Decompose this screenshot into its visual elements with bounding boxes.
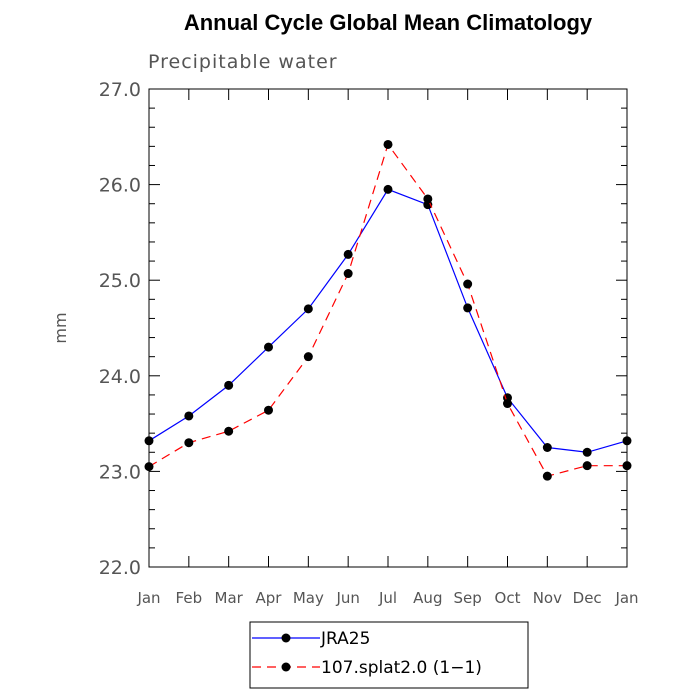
data-point <box>303 304 313 314</box>
x-tick-label: Jan <box>136 589 160 607</box>
y-tick-label: 23.0 <box>99 461 141 483</box>
y-tick-label: 24.0 <box>99 366 141 388</box>
data-point <box>622 436 632 446</box>
y-tick-label: 26.0 <box>99 175 141 197</box>
legend-label: 107.splat2.0 (1−1) <box>321 658 482 678</box>
chart-title: Annual Cycle Global Mean Climatology <box>184 10 593 35</box>
data-point <box>423 194 433 204</box>
x-tick-label: Sep <box>454 589 482 607</box>
y-tick-label: 27.0 <box>99 79 141 101</box>
plot-border <box>148 88 628 568</box>
x-tick-label: Apr <box>256 589 283 607</box>
x-tick-label: Oct <box>495 589 521 607</box>
axis-ticks <box>148 88 628 568</box>
series-layer <box>144 139 632 481</box>
x-tick-label: Dec <box>573 589 602 607</box>
y-axis-tick-labels: 22.0 23.0 24.0 25.0 26.0 27.0 <box>99 79 141 579</box>
data-point <box>582 447 592 457</box>
series-line <box>148 188 628 453</box>
legend: JRA25 107.splat2.0 (1−1) <box>249 621 529 689</box>
data-point <box>224 380 234 390</box>
data-point <box>463 303 473 313</box>
data-point <box>144 462 154 472</box>
data-point <box>264 405 273 415</box>
series-line <box>148 143 627 477</box>
x-tick-label: Feb <box>176 589 203 607</box>
series-2 <box>144 139 632 481</box>
chart-subtitle: Precipitable water <box>148 51 338 73</box>
y-tick-label: 25.0 <box>99 270 141 292</box>
legend-box <box>249 621 529 689</box>
data-point <box>383 184 393 194</box>
data-point <box>542 471 552 481</box>
data-point <box>224 426 234 436</box>
data-point <box>542 443 552 452</box>
legend-marker <box>281 662 291 672</box>
data-point <box>303 352 313 362</box>
x-axis-tick-labels: Jan Feb Mar Apr May Jun Jul Aug Sep Oct Nov Dec Jan <box>136 589 638 607</box>
plot-area <box>148 88 628 568</box>
x-tick-label: Jun <box>335 589 359 607</box>
data-point <box>503 399 512 409</box>
x-tick-label: Jul <box>378 589 397 607</box>
data-point <box>184 411 194 421</box>
x-tick-label: Nov <box>533 589 562 607</box>
data-point <box>343 269 353 279</box>
data-point <box>383 139 393 149</box>
series-1 <box>144 184 632 457</box>
x-tick-label: Mar <box>215 589 244 607</box>
legend-marker <box>281 633 291 643</box>
y-axis-label: mm <box>51 312 70 343</box>
x-tick-label: Jan <box>614 589 638 607</box>
y-tick-label: 22.0 <box>99 557 141 579</box>
data-point <box>184 438 194 448</box>
x-tick-label: May <box>293 589 324 607</box>
data-point <box>582 461 592 471</box>
data-point <box>264 342 273 352</box>
data-point <box>622 461 632 471</box>
data-point <box>463 279 473 289</box>
data-point <box>144 436 154 446</box>
legend-label: JRA25 <box>320 629 370 649</box>
x-tick-label: Aug <box>413 589 442 607</box>
data-point <box>343 249 353 259</box>
